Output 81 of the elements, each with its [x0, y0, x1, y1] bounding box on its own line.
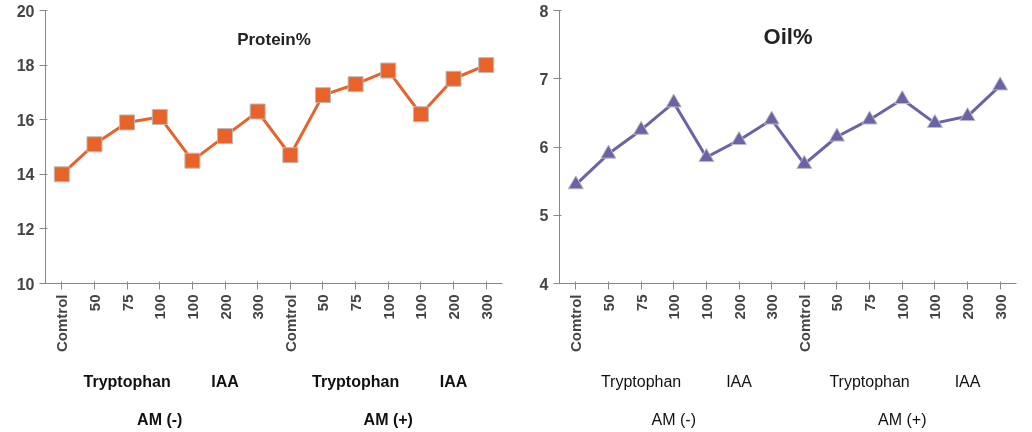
point [894, 90, 911, 105]
text: Tryptophan [312, 372, 400, 390]
x-tick-label: 100 [697, 294, 715, 320]
point [698, 148, 715, 163]
y-tick-label: 8 [539, 2, 549, 20]
x-tick-label: 75 [632, 294, 650, 312]
point [600, 144, 617, 159]
text: IAA [439, 372, 468, 390]
text: AM (+) [878, 410, 927, 428]
x-tick-label: Comtrol [795, 294, 813, 352]
point [959, 107, 976, 122]
x-tick-label: 75 [861, 294, 879, 312]
x-tick-label: 75 [118, 294, 136, 312]
x-tick-label: 200 [959, 294, 977, 320]
point [184, 152, 201, 169]
point [796, 154, 813, 169]
point [633, 120, 650, 135]
x-tick-label: Comtrol [53, 294, 71, 352]
x-tick-label: 100 [379, 294, 397, 320]
x-tick-label: 100 [412, 294, 430, 320]
point [53, 166, 70, 183]
point [567, 175, 584, 190]
text: IAA [211, 372, 240, 390]
x-tick-label: 100 [893, 294, 911, 320]
text: AM (+) [363, 410, 413, 428]
x-tick-label: 50 [828, 294, 846, 312]
point [731, 131, 748, 146]
point [861, 110, 878, 125]
point [412, 106, 429, 123]
x-tick-label: Comtrol [567, 294, 585, 352]
y-tick-label: 18 [16, 57, 35, 75]
y-tick-label: 6 [539, 139, 549, 156]
point [926, 113, 943, 128]
point [86, 136, 103, 153]
y-tick-label: 10 [16, 275, 35, 293]
text: IAA [954, 372, 981, 390]
text: AM (-) [651, 410, 696, 428]
point [217, 128, 234, 145]
text: IAA [726, 372, 753, 390]
y-tick-label: 20 [16, 2, 35, 20]
point [665, 93, 682, 108]
y-tick-label: 4 [539, 275, 549, 293]
y-tick-label: 16 [16, 111, 35, 129]
point [828, 127, 845, 142]
point [347, 76, 364, 93]
point [992, 76, 1009, 91]
x-tick-label: 200 [730, 294, 748, 320]
x-tick-label: Comtrol [281, 294, 299, 352]
x-tick-label: 50 [599, 294, 617, 312]
x-tick-label: 100 [926, 294, 944, 320]
x-tick-label: 75 [347, 294, 365, 312]
x-tick-label: 100 [151, 294, 169, 320]
point [380, 62, 397, 79]
x-tick-label: 300 [991, 294, 1009, 320]
text: AM (-) [137, 410, 183, 428]
y-tick-label: 14 [16, 166, 35, 184]
point [314, 87, 331, 104]
point [763, 110, 780, 125]
text: Oil% [763, 23, 813, 49]
point [445, 70, 462, 87]
x-tick-label: 100 [183, 294, 201, 320]
point [119, 114, 136, 131]
point [249, 103, 266, 120]
point [282, 147, 299, 164]
text: Tryptophan [600, 372, 682, 390]
x-tick-label: 300 [763, 294, 781, 320]
x-tick-label: 300 [249, 294, 267, 320]
x-tick-label: 200 [445, 294, 463, 320]
y-tick-label: 12 [16, 220, 35, 238]
y-tick-label: 7 [539, 70, 549, 88]
text: Tryptophan [83, 372, 171, 390]
x-tick-label: 100 [665, 294, 683, 320]
x-tick-label: 200 [216, 294, 234, 320]
x-tick-label: 50 [314, 294, 332, 312]
text: Tryptophan [829, 372, 910, 390]
point [478, 57, 495, 74]
text: Protein% [237, 29, 311, 49]
x-tick-label: 300 [477, 294, 495, 320]
y-tick-label: 5 [539, 207, 549, 225]
x-tick-label: 50 [85, 294, 103, 312]
point [151, 108, 168, 125]
